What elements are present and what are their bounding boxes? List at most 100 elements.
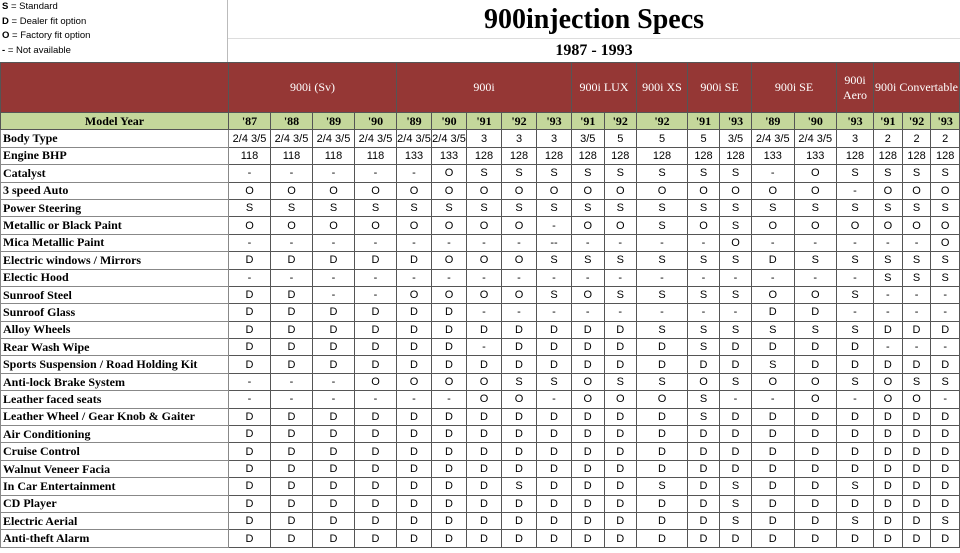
spec-cell: D (431, 494, 467, 513)
spec-cell: O (793, 164, 837, 183)
spec-cell: D (793, 459, 837, 479)
spec-cell: D (873, 529, 903, 548)
spec-row: Cruise Control D D D D D D D D D D D D D D D D D D D D (0, 442, 960, 461)
spec-cell: S (930, 198, 960, 218)
spec-cell: D (354, 459, 397, 479)
spec-cell: D (270, 251, 313, 270)
spec-cell: O (571, 216, 605, 235)
spec-cell: O (228, 216, 271, 235)
spec-cell: - (396, 233, 432, 253)
spec-cell: - (228, 233, 271, 253)
spec-cell: O (571, 181, 605, 200)
year-cell: '90 (431, 111, 467, 131)
group-header: 900i Aero (836, 62, 874, 113)
spec-cell: D (431, 511, 467, 531)
spec-cell: D (536, 320, 572, 340)
spec-cell: D (603, 477, 637, 496)
legend-item: S = Standard (2, 0, 227, 15)
spec-cell: - (312, 268, 355, 287)
spec-cell: 128 (571, 146, 605, 166)
spec-cell: - (719, 303, 752, 322)
spec-cell: D (228, 338, 271, 357)
spec-cell: D (873, 355, 903, 374)
spec-cell: S (901, 268, 932, 287)
spec-cell: O (603, 181, 637, 200)
spec-cell: D (930, 477, 960, 496)
spec-cell: D (466, 355, 502, 374)
spec-cell: D (873, 320, 903, 340)
spec-cell: - (836, 390, 874, 409)
spec-cell: S (687, 338, 720, 357)
row-label: Sports Suspension / Road Holding Kit (0, 355, 229, 374)
spec-cell: S (636, 164, 688, 183)
spec-cell: - (228, 390, 271, 409)
row-label: Rear Wash Wipe (0, 338, 229, 357)
spec-cell: S (501, 198, 537, 218)
spec-cell: S (603, 285, 637, 305)
spec-cell: O (466, 372, 502, 392)
spec-cell: D (270, 477, 313, 496)
spec-cell: D (873, 477, 903, 496)
spec-cell: D (228, 442, 271, 461)
spec-cell: 5 (687, 129, 720, 148)
spec-cell: D (873, 511, 903, 531)
spec-cell: - (431, 233, 467, 253)
spec-row: 3 speed Auto O O O O O O O O O O O O O O O O - O O O (0, 181, 960, 200)
spec-cell: 128 (501, 146, 537, 166)
spec-cell: D (901, 477, 932, 496)
spec-cell: - (501, 233, 537, 253)
legend-key: S (2, 1, 9, 12)
spec-cell: D (930, 407, 960, 427)
legend-key: O (2, 30, 10, 41)
spec-cell: O (901, 216, 932, 235)
spec-cell: D (751, 511, 795, 531)
spec-cell: D (571, 338, 605, 357)
spec-cell: - (466, 303, 502, 322)
spec-cell: S (687, 285, 720, 305)
spec-cell: S (901, 198, 932, 218)
spec-cell: D (396, 320, 432, 340)
spec-cell: D (536, 494, 572, 513)
spec-cell: S (466, 198, 502, 218)
spec-cell: D (571, 425, 605, 444)
spec-cell: D (270, 459, 313, 479)
spec-cell: D (901, 320, 932, 340)
spec-cell: - (354, 268, 397, 287)
spec-cell: D (466, 425, 502, 444)
spec-cell: D (836, 529, 874, 548)
spec-cell: 128 (873, 146, 903, 166)
spec-cell: O (793, 372, 837, 392)
spec-cell: D (501, 407, 537, 427)
spec-cell: D (312, 459, 355, 479)
spec-cell: O (501, 285, 537, 305)
spec-cell: S (719, 251, 752, 270)
spec-cell: D (793, 511, 837, 531)
spec-cell: D (836, 494, 874, 513)
spec-cell: 2/4 3/5 (431, 129, 467, 148)
spec-cell: S (836, 372, 874, 392)
spec-cell: O (687, 181, 720, 200)
spec-cell: O (930, 233, 960, 253)
spec-cell: O (751, 285, 795, 305)
spec-cell: D (312, 407, 355, 427)
spec-cell: S (930, 511, 960, 531)
spec-cell: D (270, 442, 313, 461)
spec-cell: D (536, 407, 572, 427)
spec-cell: S (719, 320, 752, 340)
spec-cell: D (228, 285, 271, 305)
spec-cell: - (396, 390, 432, 409)
row-label: Electic Hood (0, 268, 229, 287)
year-cell: '92 (901, 111, 932, 131)
spec-cell: D (901, 511, 932, 531)
spec-cell: D (228, 320, 271, 340)
spec-cell: D (354, 320, 397, 340)
spec-cell: - (930, 285, 960, 305)
spec-row: Alloy Wheels D D D D D D D D D D D S S S S S S D D D (0, 320, 960, 340)
spec-cell: 128 (836, 146, 874, 166)
spec-cell: D (901, 459, 932, 479)
spec-row: Mica Metallic Paint - - - - - - - - -- - - - - O - - - - - O (0, 233, 960, 253)
spec-cell: S (636, 251, 688, 270)
spec-cell: - (270, 390, 313, 409)
year-row: Model Year '87'88'89'90'89'90'91'92'93'91… (0, 111, 960, 131)
spec-cell: D (228, 529, 271, 548)
